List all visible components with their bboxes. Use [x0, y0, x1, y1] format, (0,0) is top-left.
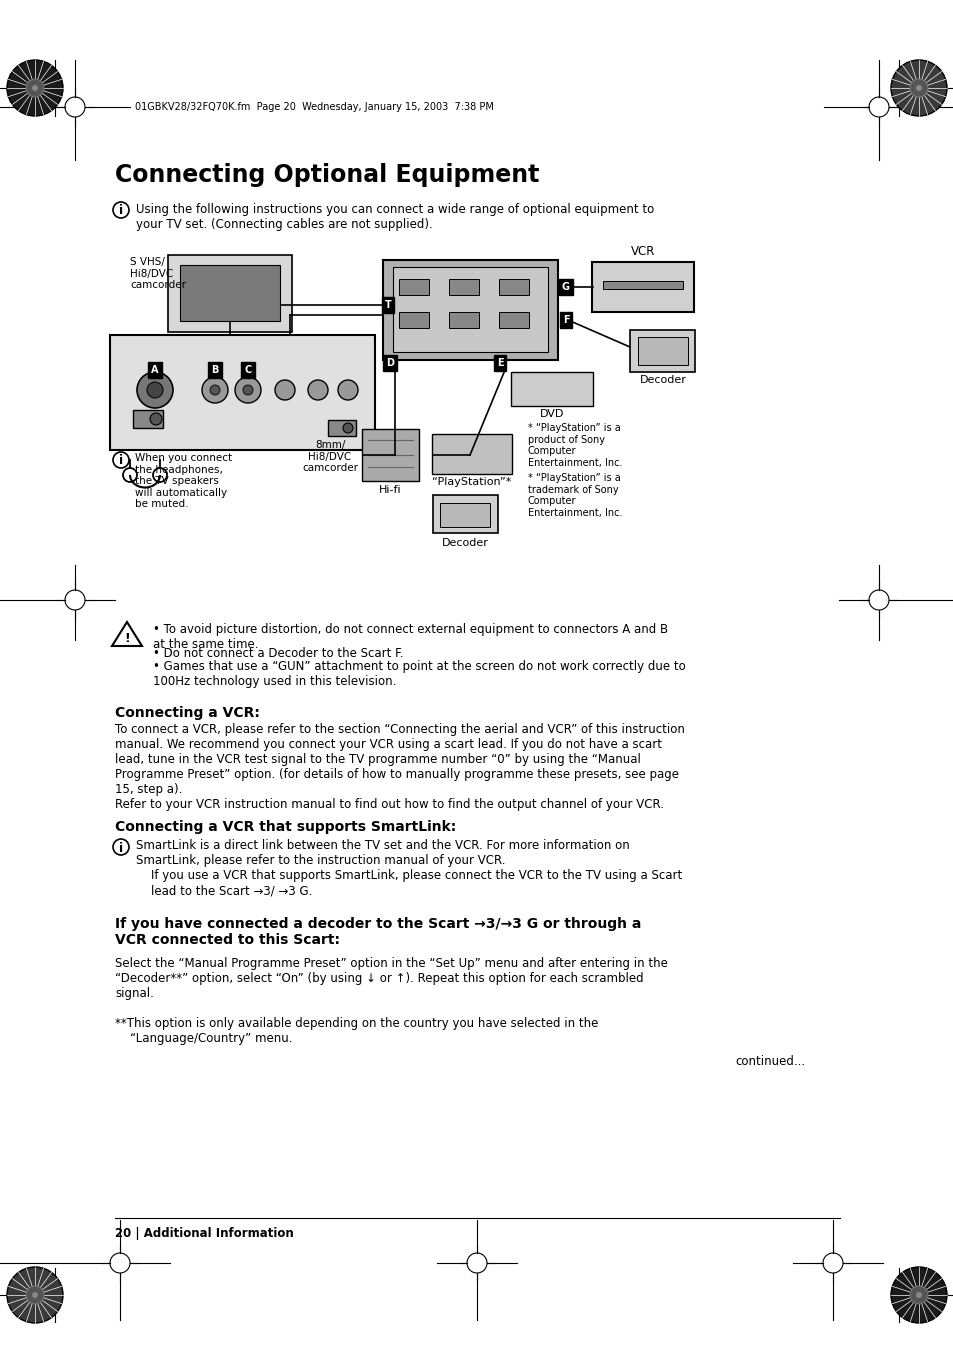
Text: 20 | Additional Information: 20 | Additional Information: [115, 1227, 294, 1240]
Text: B: B: [212, 365, 218, 376]
Text: Select the “Manual Programme Preset” option in the “Set Up” menu and after enter: Select the “Manual Programme Preset” opt…: [115, 957, 667, 1000]
Text: When you connect
the headphones,
the TV speakers
will automatically
be muted.: When you connect the headphones, the TV …: [135, 453, 232, 509]
Polygon shape: [112, 621, 142, 646]
Text: Hi-fi: Hi-fi: [378, 485, 401, 494]
FancyBboxPatch shape: [592, 262, 693, 312]
Circle shape: [137, 372, 172, 408]
Bar: [638, 336, 687, 365]
Circle shape: [909, 78, 927, 97]
FancyBboxPatch shape: [511, 372, 593, 407]
Bar: [382, 259, 558, 359]
Bar: [328, 420, 355, 436]
FancyBboxPatch shape: [361, 430, 418, 481]
Bar: [110, 335, 375, 450]
Circle shape: [337, 380, 357, 400]
Bar: [132, 409, 163, 428]
Circle shape: [112, 203, 129, 218]
Text: E: E: [497, 358, 503, 367]
Bar: [180, 265, 280, 322]
Circle shape: [308, 380, 328, 400]
Circle shape: [7, 59, 63, 116]
Text: • Do not connect a Decoder to the Scart F.: • Do not connect a Decoder to the Scart …: [152, 647, 403, 661]
Text: C: C: [244, 365, 252, 376]
Text: T: T: [384, 300, 391, 309]
Text: Connecting a VCR:: Connecting a VCR:: [115, 707, 259, 720]
Circle shape: [243, 385, 253, 394]
FancyBboxPatch shape: [498, 312, 529, 328]
Circle shape: [915, 85, 921, 91]
Text: DVD: DVD: [539, 409, 563, 419]
Circle shape: [147, 382, 163, 399]
FancyBboxPatch shape: [398, 312, 429, 328]
Text: “PlayStation”*: “PlayStation”*: [432, 477, 511, 486]
Circle shape: [112, 839, 129, 855]
Circle shape: [343, 423, 353, 434]
Circle shape: [890, 1267, 946, 1323]
Circle shape: [210, 385, 220, 394]
Text: • Games that use a “GUN” attachment to point at the screen do not work correctly: • Games that use a “GUN” attachment to p…: [152, 661, 685, 688]
Circle shape: [890, 59, 946, 116]
Circle shape: [26, 1286, 44, 1304]
Circle shape: [112, 453, 129, 467]
Text: **This option is only available depending on the country you have selected in th: **This option is only available dependin…: [115, 1017, 598, 1046]
Text: A: A: [152, 365, 158, 376]
Bar: [393, 267, 547, 353]
Text: * “PlayStation” is a
trademark of Sony
Computer
Entertainment, Inc.: * “PlayStation” is a trademark of Sony C…: [527, 473, 622, 517]
Text: D: D: [386, 358, 394, 367]
Text: • To avoid picture distortion, do not connect external equipment to connectors A: • To avoid picture distortion, do not co…: [152, 623, 667, 651]
Text: G: G: [561, 282, 569, 292]
FancyBboxPatch shape: [398, 280, 429, 295]
Bar: [439, 503, 490, 527]
FancyBboxPatch shape: [168, 255, 292, 332]
Text: Decoder: Decoder: [639, 376, 686, 385]
Circle shape: [7, 1267, 63, 1323]
Text: F: F: [562, 315, 569, 326]
Text: 01GBKV28/32FQ70K.fm  Page 20  Wednesday, January 15, 2003  7:38 PM: 01GBKV28/32FQ70K.fm Page 20 Wednesday, J…: [135, 101, 494, 112]
Bar: [629, 330, 695, 372]
Text: i: i: [119, 842, 123, 854]
Text: !: !: [124, 631, 130, 644]
Circle shape: [32, 85, 38, 91]
Text: To connect a VCR, please refer to the section “Connecting the aerial and VCR” of: To connect a VCR, please refer to the se…: [115, 723, 684, 811]
Text: Connecting Optional Equipment: Connecting Optional Equipment: [115, 163, 538, 186]
Text: If you have connected a decoder to the Scart →3/→3 G or through a
VCR connected : If you have connected a decoder to the S…: [115, 917, 640, 947]
FancyBboxPatch shape: [432, 434, 512, 474]
Text: * “PlayStation” is a
product of Sony
Computer
Entertainment, Inc.: * “PlayStation” is a product of Sony Com…: [527, 423, 622, 467]
Circle shape: [26, 78, 44, 97]
FancyBboxPatch shape: [498, 280, 529, 295]
Circle shape: [32, 1292, 38, 1298]
Text: Connecting a VCR that supports SmartLink:: Connecting a VCR that supports SmartLink…: [115, 820, 456, 834]
Text: VCR: VCR: [630, 245, 655, 258]
FancyBboxPatch shape: [449, 280, 478, 295]
Text: i: i: [119, 454, 123, 467]
Text: 8mm/
Hi8/DVC
camcorder: 8mm/ Hi8/DVC camcorder: [302, 440, 357, 473]
Bar: [602, 281, 682, 289]
Circle shape: [202, 377, 228, 403]
Text: SmartLink is a direct link between the TV set and the VCR. For more information : SmartLink is a direct link between the T…: [136, 839, 681, 897]
Text: Using the following instructions you can connect a wide range of optional equipm: Using the following instructions you can…: [136, 203, 654, 231]
Text: continued...: continued...: [734, 1055, 804, 1069]
FancyBboxPatch shape: [449, 312, 478, 328]
Text: Decoder: Decoder: [441, 538, 488, 549]
Circle shape: [234, 377, 261, 403]
Circle shape: [909, 1286, 927, 1304]
Text: S VHS/
Hi8/DVC
camcorder: S VHS/ Hi8/DVC camcorder: [130, 257, 186, 290]
Text: i: i: [119, 204, 123, 218]
Circle shape: [150, 413, 162, 426]
Bar: [433, 494, 497, 534]
Circle shape: [274, 380, 294, 400]
Circle shape: [915, 1292, 921, 1298]
